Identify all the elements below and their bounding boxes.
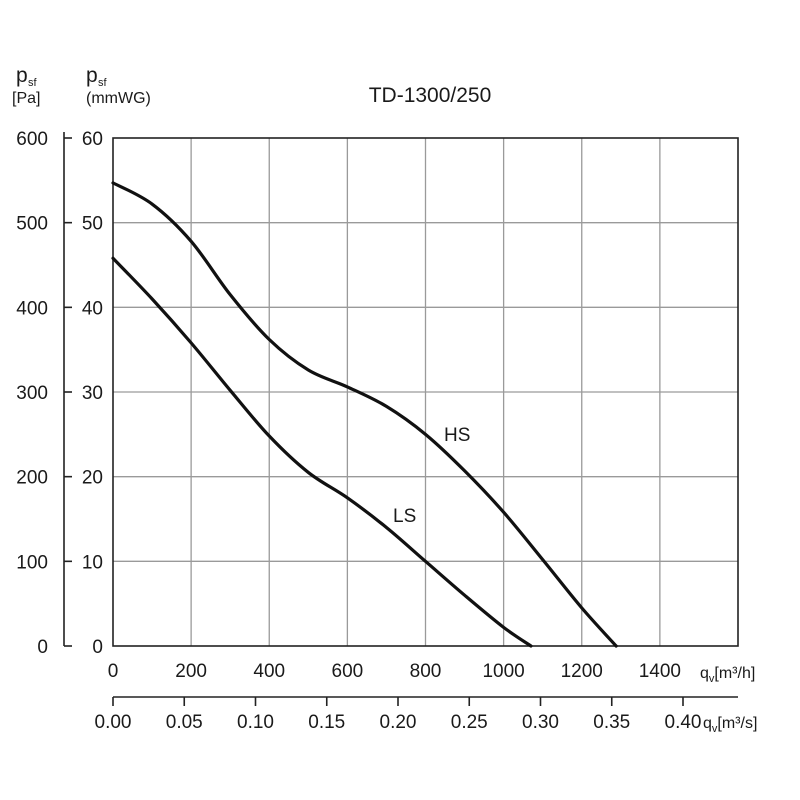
series-label-hs: HS bbox=[444, 425, 470, 446]
y-label-pa-unit: [Pa] bbox=[12, 90, 40, 107]
x-tick-label-m3h: 0 bbox=[108, 661, 119, 682]
y-tick-label-pa: 0 bbox=[37, 637, 48, 658]
x-tick-label-m3h: 200 bbox=[175, 661, 207, 682]
x-tick-label-m3s: 0.25 bbox=[451, 712, 488, 733]
x-tick-label-m3h: 1200 bbox=[561, 661, 603, 682]
y-label-pa-subscript: sf bbox=[28, 77, 38, 89]
x-tick-label-m3h: 1000 bbox=[482, 661, 524, 682]
y-tick-label-mmwg: 50 bbox=[82, 214, 103, 235]
y-label-mmwg-unit: (mmWG) bbox=[86, 90, 151, 107]
plot-frame bbox=[112, 137, 739, 647]
series-label-ls: LS bbox=[393, 506, 416, 527]
y-tick-label-pa: 100 bbox=[16, 552, 48, 573]
y-tick-label-mmwg: 20 bbox=[82, 468, 103, 489]
x-tick-label-m3s: 0.40 bbox=[665, 712, 702, 733]
x-tick-label-m3h: 600 bbox=[332, 661, 364, 682]
y-tick-label-mmwg: 30 bbox=[82, 383, 103, 404]
y-label-mmwg-symbol: p bbox=[86, 64, 98, 87]
x-tick-label-m3h: 1400 bbox=[639, 661, 681, 682]
y-tick-label-pa: 600 bbox=[16, 129, 48, 150]
y-label-pa-symbol: p bbox=[16, 64, 28, 87]
y-tick-label-pa: 200 bbox=[16, 468, 48, 489]
y-tick-label-mmwg: 10 bbox=[82, 552, 103, 573]
y-tick-label-mmwg: 0 bbox=[92, 637, 103, 658]
x-tick-label-m3s: 0.20 bbox=[380, 712, 417, 733]
y-tick-label-mmwg: 40 bbox=[82, 298, 103, 319]
x-label-m3s: qv[m³/s] bbox=[703, 715, 757, 735]
x-tick-label-m3h: 400 bbox=[253, 661, 285, 682]
x-label-m3h: qv[m³/h] bbox=[700, 665, 755, 685]
series-line-ls bbox=[111, 256, 533, 648]
y-tick-label-mmwg: 60 bbox=[82, 129, 103, 150]
chart-title: TD-1300/250 bbox=[369, 84, 492, 107]
x-tick-label-m3s: 0.15 bbox=[308, 712, 345, 733]
x-tick-label-m3h: 800 bbox=[410, 661, 442, 682]
x-tick-label-m3s: 0.05 bbox=[166, 712, 203, 733]
x-tick-label-m3s: 0.10 bbox=[237, 712, 274, 733]
x-tick-label-m3s: 0.00 bbox=[95, 712, 132, 733]
y-tick-label-pa: 300 bbox=[16, 383, 48, 404]
series-line-hs bbox=[111, 181, 618, 648]
y-label-mmwg-subscript: sf bbox=[98, 77, 108, 89]
x-tick-label-m3s: 0.35 bbox=[593, 712, 630, 733]
x-tick-label-m3s: 0.30 bbox=[522, 712, 559, 733]
y-tick-label-pa: 400 bbox=[16, 298, 48, 319]
y-tick-label-pa: 500 bbox=[16, 214, 48, 235]
